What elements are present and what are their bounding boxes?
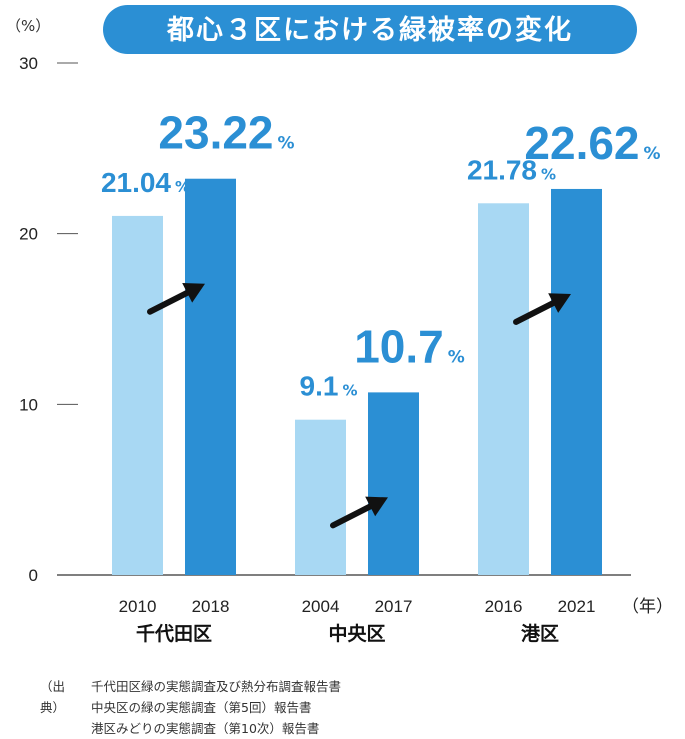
x-tick-label: 2017 <box>375 597 413 616</box>
y-tick-label: 10 <box>19 395 38 414</box>
arrow-head <box>365 496 388 517</box>
bar <box>368 392 419 575</box>
arrow-shaft <box>147 289 191 315</box>
y-tick-label: 20 <box>19 225 38 244</box>
bar <box>185 178 236 575</box>
arrow-shaft <box>330 503 374 529</box>
trend-arrow <box>147 282 205 315</box>
trend-arrow <box>330 496 388 529</box>
x-tick-label: 2018 <box>192 597 230 616</box>
x-axis-unit: （年） <box>622 597 673 616</box>
group-label: 港区 <box>521 623 559 645</box>
arrow-head <box>548 293 571 313</box>
value-label: 9.1% <box>300 371 358 402</box>
sources-list: 千代田区緑の実態調査及び熱分布調査報告書 中央区の緑の実態調査（第5回）報告書 … <box>91 676 341 739</box>
sources-prefix: （出典） <box>40 679 66 715</box>
value-label: 22.62% <box>524 117 660 169</box>
y-axis: 0 10 20 30 <box>19 54 78 585</box>
bars <box>112 178 602 575</box>
x-tick-label: 2016 <box>485 597 523 616</box>
y-axis-unit: （%） <box>6 17 50 35</box>
title-pill <box>103 5 637 54</box>
trend-arrow <box>513 293 571 325</box>
value-label: 21.04% <box>101 167 190 198</box>
arrow-shaft <box>513 300 557 325</box>
y-tick-label: 30 <box>19 54 38 73</box>
group-label: 千代田区 <box>136 623 212 645</box>
value-label: 21.78% <box>467 154 556 185</box>
green-coverage-chart: 都心３区における緑被率の変化 （%） 0 10 20 30 21.04 % 23.22 % 9… <box>6 5 673 645</box>
arrow-head <box>182 282 205 303</box>
value-label: 23.22% <box>158 107 294 159</box>
x-tick-label: 2004 <box>302 597 340 616</box>
source-line: 千代田区緑の実態調査及び熱分布調査報告書 <box>91 679 342 694</box>
source-line: 港区みどりの実態調査（第10次）報告書 <box>91 721 320 736</box>
value-label: 10.7% <box>354 320 465 372</box>
bar <box>551 188 602 575</box>
trend-arrows <box>147 282 571 529</box>
y-tick-label: 0 <box>29 566 38 585</box>
x-axis-labels: 2010 2018 千代田区 2004 2017 中央区 2016 2021 港区 <box>119 597 596 645</box>
bar <box>295 419 346 575</box>
x-tick-label: 2021 <box>558 597 596 616</box>
value-labels: 21.04 % 23.22 % 9.1 %10.7 % 21.78 %22.62% <box>101 107 661 402</box>
x-tick-label: 2010 <box>119 597 157 616</box>
bar <box>478 203 529 575</box>
chart-title: 都心３区における緑被率の変化 <box>166 14 573 46</box>
group-label: 中央区 <box>328 622 385 645</box>
source-line: 中央区の緑の実態調査（第5回）報告書 <box>91 700 312 715</box>
title-banner: 都心３区における緑被率の変化 <box>103 5 637 54</box>
bar <box>112 215 163 575</box>
